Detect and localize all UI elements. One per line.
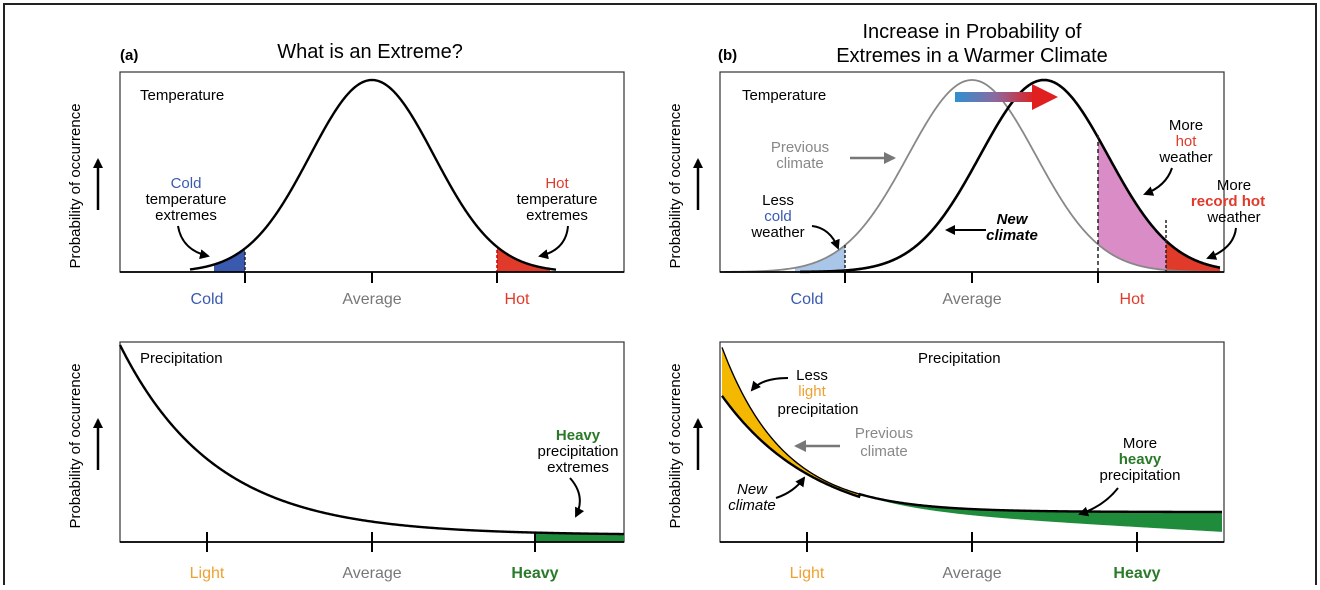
cold-note-line1: Cold (171, 175, 202, 192)
y-axis-label: Probability of occurrence (67, 103, 84, 268)
previous-climate-line2: climate (776, 155, 824, 172)
tick-label-hot: Hot (1120, 291, 1145, 308)
y-axis-label: Probability of occurrence (667, 103, 684, 268)
tick-label-average: Average (342, 565, 401, 582)
tick-label-average: Average (342, 291, 401, 308)
tick-label-average: Average (942, 565, 1001, 582)
more-heavy-fill (860, 494, 1222, 532)
new-climate-curve (799, 78, 1221, 274)
hot-extreme-fill (497, 246, 550, 272)
previous-climate-line1: Previous (855, 425, 913, 442)
record-hot-fill (1166, 240, 1220, 272)
less-light-line2: light (798, 383, 826, 400)
figure-border (3, 3, 1317, 590)
panel-b-letter: (b) (718, 47, 737, 64)
panel-a-temperature-plot: Temperature Probability of occurrence Co… (67, 71, 625, 308)
more-hot-line3: weather (1158, 149, 1212, 166)
more-heavy-line1: More (1123, 435, 1157, 452)
less-light-line3: precipitation (778, 401, 859, 418)
record-hot-line2: record hot (1191, 193, 1265, 210)
less-cold-line1: Less (762, 192, 794, 209)
y-axis-label: Probability of occurrence (67, 363, 84, 528)
less-cold-pointer-icon (811, 225, 840, 250)
less-cold-fill (795, 245, 845, 272)
cold-pointer-arrow-icon (177, 225, 210, 260)
new-climate-pointer-icon (775, 476, 806, 499)
previous-climate-line1: Previous (771, 139, 829, 156)
precipitation-label: Precipitation (918, 350, 1001, 367)
more-heavy-line2: heavy (1119, 451, 1162, 468)
panel-b-temperature-plot: Temperature Probability of occurrence Pr… (667, 71, 1265, 308)
panel-b-precipitation-plot: Precipitation Probability of occurrence … (667, 341, 1225, 582)
more-heavy-line3: precipitation (1100, 467, 1181, 484)
more-heavy-pointer-icon (1078, 487, 1119, 517)
warming-shift-arrow-icon (955, 92, 1035, 102)
tick-label-average: Average (942, 291, 1001, 308)
cold-note-line3: extremes (155, 207, 217, 224)
less-cold-line3: weather (750, 224, 804, 241)
hot-note-line1: Hot (545, 175, 569, 192)
less-light-line1: Less (796, 367, 828, 384)
more-hot-line2: hot (1176, 133, 1198, 150)
warming-shift-arrowhead-icon (1032, 84, 1058, 110)
precipitation-label: Precipitation (140, 350, 223, 367)
heavy-note-line2: precipitation (538, 443, 619, 460)
panel-a-precipitation-plot: Precipitation Probability of occurrence … (67, 341, 625, 582)
hot-note-line2: temperature (517, 191, 598, 208)
new-climate-line1: New (997, 211, 1029, 228)
previous-climate-curve (724, 79, 1220, 273)
precipitation-curve (118, 344, 625, 536)
less-light-fill (722, 347, 860, 498)
panel-a-title: What is an Extreme? (277, 41, 463, 63)
temperature-label: Temperature (742, 87, 826, 104)
tick-label-cold: Cold (191, 291, 224, 308)
hot-note-line3: extremes (526, 207, 588, 224)
y-axis-label: Probability of occurrence (667, 363, 684, 528)
previous-climate-precip-curve (721, 347, 861, 495)
new-climate-precip-curve (721, 395, 1222, 514)
cold-note-line2: temperature (146, 191, 227, 208)
tick-label-hot: Hot (505, 291, 530, 308)
record-hot-pointer-icon (1206, 227, 1237, 260)
tick-label-heavy: Heavy (511, 565, 558, 582)
tick-label-light: Light (190, 565, 225, 582)
panel-b-title-line1: Increase in Probability of (862, 21, 1081, 43)
record-hot-line3: weather (1206, 209, 1260, 226)
new-climate-line2: climate (986, 227, 1038, 244)
panel-a-letter: (a) (120, 47, 138, 64)
heavy-note-line1: Heavy (556, 427, 601, 444)
new-climate-line1: New (737, 481, 768, 498)
temperature-label: Temperature (140, 87, 224, 104)
less-light-pointer-icon (750, 377, 789, 392)
tick-label-cold: Cold (791, 291, 824, 308)
distribution-curve (189, 78, 557, 271)
panel-b-title-line2: Extremes in a Warmer Climate (836, 45, 1108, 67)
record-hot-line1: More (1217, 177, 1251, 194)
plot-frame (119, 341, 625, 543)
previous-climate-line2: climate (860, 443, 908, 460)
more-hot-pointer-icon (1143, 167, 1173, 196)
new-climate-line2: climate (728, 497, 776, 514)
heavy-note-line3: extremes (547, 459, 609, 476)
tick-label-light: Light (790, 565, 825, 582)
hot-pointer-arrow-icon (538, 225, 569, 260)
less-cold-line2: cold (764, 208, 792, 225)
more-hot-line1: More (1169, 117, 1203, 134)
heavy-pointer-arrow-icon (569, 477, 585, 518)
tick-label-heavy: Heavy (1113, 565, 1160, 582)
